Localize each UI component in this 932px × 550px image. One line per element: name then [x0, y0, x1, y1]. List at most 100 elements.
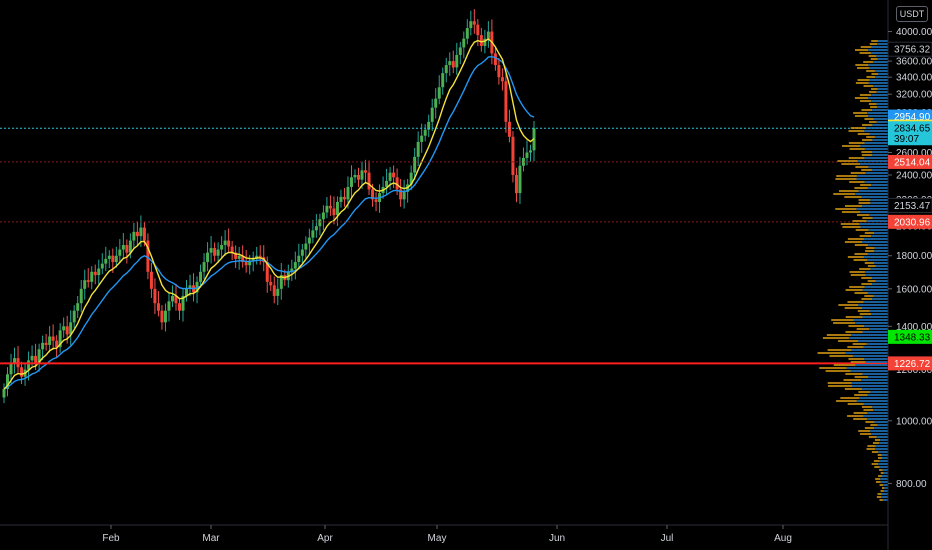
candle-body: [304, 243, 308, 250]
vp-bar-buy: [865, 361, 888, 363]
ytick-label: 2400.00: [896, 170, 932, 181]
vp-bar-buy: [862, 316, 888, 318]
vp-bar-sell: [854, 97, 869, 99]
candle-body: [318, 219, 322, 227]
vp-bar-sell: [847, 415, 864, 417]
vp-bar-sell: [875, 481, 881, 483]
vp-bar-sell: [852, 343, 867, 345]
candle-body: [153, 288, 157, 304]
ytick-label: 1000.00: [896, 416, 932, 427]
vp-bar-buy: [869, 310, 888, 312]
vp-bar-sell: [861, 406, 873, 408]
candle-body: [465, 28, 469, 39]
vp-bar-sell: [873, 460, 880, 462]
vp-bar-sell: [855, 229, 869, 231]
vp-bar-buy: [882, 484, 888, 486]
candle-body: [472, 21, 476, 25]
vp-bar-sell: [833, 322, 856, 324]
vp-bar-sell: [837, 160, 858, 162]
vp-bar-buy: [863, 301, 888, 303]
candle-body: [427, 121, 431, 130]
vp-bar-buy: [868, 229, 888, 231]
vp-bar-buy: [871, 184, 888, 186]
candle-body: [353, 174, 357, 178]
candle-body: [504, 81, 508, 122]
vp-bar-buy: [874, 250, 888, 252]
vp-bar-buy: [875, 445, 888, 447]
vp-bar-sell: [849, 271, 865, 273]
vp-bar-buy: [878, 442, 888, 444]
currency-badge[interactable]: USDT: [896, 6, 928, 22]
vp-bar-sell: [854, 292, 868, 294]
vp-bar-sell: [864, 262, 875, 264]
vp-bar-buy: [856, 400, 888, 402]
price-tag-7: [888, 329, 932, 344]
vp-bar-buy: [864, 181, 888, 183]
vp-bar-sell: [855, 82, 869, 84]
candle-body: [97, 268, 101, 276]
vp-bar-buy: [856, 178, 888, 180]
vp-bar-buy: [882, 475, 888, 477]
candle-body: [234, 252, 238, 259]
candle-body: [430, 107, 434, 122]
vp-bar-sell: [870, 424, 878, 426]
price-tag-label: 2030.96: [894, 217, 931, 228]
vp-bar-sell: [877, 454, 882, 456]
vp-bar-buy: [875, 448, 888, 450]
vp-bar-sell: [835, 178, 857, 180]
candle-body: [451, 61, 455, 68]
vp-bar-buy: [864, 130, 888, 132]
vp-bar-buy: [871, 46, 888, 48]
candle-body: [437, 87, 441, 99]
price-tag-6: [888, 214, 932, 229]
candle-body: [185, 288, 189, 296]
vp-bar-buy: [882, 499, 888, 501]
candle-body: [58, 330, 62, 348]
vp-bar-buy: [867, 412, 888, 414]
vp-bar-sell: [870, 106, 878, 108]
vp-bar-buy: [870, 199, 888, 201]
vp-bar-buy: [874, 247, 888, 249]
vp-bar-buy: [872, 139, 888, 141]
vp-bar-buy: [863, 403, 888, 405]
vp-bar-sell: [854, 376, 868, 378]
vp-bar-sell: [855, 166, 869, 168]
vp-bar-sell: [865, 421, 875, 423]
vp-bar-buy: [860, 163, 888, 165]
vp-bar-buy: [872, 283, 888, 285]
candle-body: [272, 285, 276, 296]
vp-bar-sell: [826, 334, 852, 336]
candle-body: [360, 170, 364, 180]
candle-body: [100, 263, 104, 269]
candle-body: [525, 152, 529, 158]
vp-bar-buy: [864, 325, 888, 327]
candle-body: [90, 271, 94, 282]
vp-bar-sell: [871, 40, 878, 42]
vp-bar-buy: [870, 268, 888, 270]
candle-body: [441, 73, 445, 88]
vp-bar-buy: [868, 166, 888, 168]
vp-bar-buy: [877, 43, 888, 45]
candle-body: [332, 208, 336, 216]
vp-bar-sell: [879, 499, 883, 501]
candle-body: [167, 301, 171, 311]
vp-bar-sell: [844, 307, 863, 309]
candle-body: [216, 249, 220, 256]
vp-bar-buy: [881, 454, 888, 456]
candle-body: [93, 271, 97, 276]
vp-bar-buy: [877, 58, 888, 60]
vp-bar-buy: [876, 436, 888, 438]
vp-bar-buy: [873, 61, 888, 63]
vp-bar-buy: [870, 202, 888, 204]
candle-body: [51, 336, 55, 341]
vp-bar-buy: [874, 427, 888, 429]
vp-bar-sell: [854, 244, 869, 246]
candle-body: [346, 186, 350, 200]
vp-bar-sell: [849, 286, 865, 288]
candle-body: [448, 61, 452, 66]
vp-bar-sell: [853, 112, 868, 114]
candle-body: [48, 336, 52, 345]
vp-bar-buy: [867, 253, 888, 255]
vp-bar-buy: [878, 73, 888, 75]
